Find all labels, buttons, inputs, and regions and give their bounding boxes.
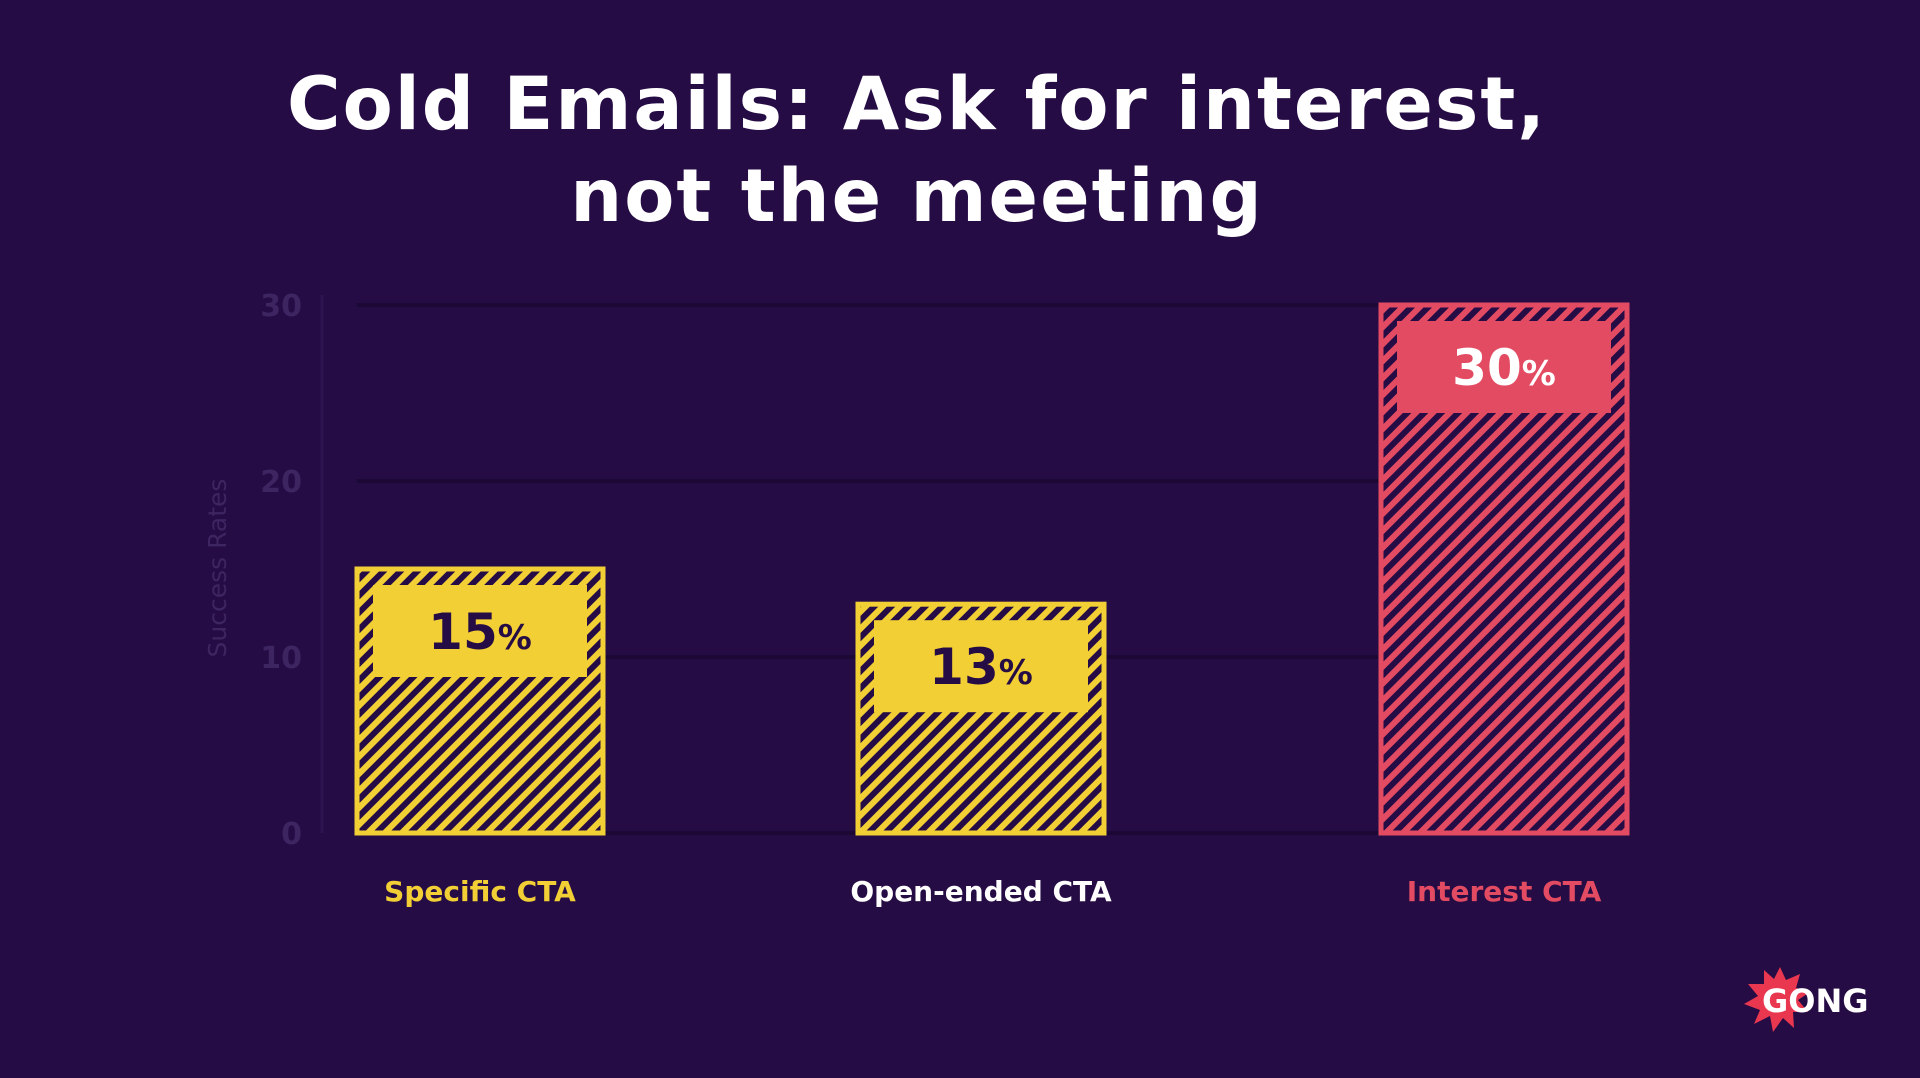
gong-logo: GONG [1744,967,1869,1032]
category-label: Interest CTA [1407,875,1602,908]
bar-open-ended-cta: 13% [855,601,1107,836]
y-tick-label: 30 [260,289,302,324]
chart-title-line-1: Cold Emails: Ask for interest, [287,62,1547,147]
bar-value-label: 13% [929,638,1033,696]
bar-interest-cta: 30% [1378,302,1630,836]
category-label: Open-ended CTA [850,875,1112,908]
y-tick-label: 20 [260,465,302,500]
category-label: Specific CTA [384,875,576,908]
y-tick-label: 0 [281,817,302,852]
logo-burst-icon [1744,967,1810,1032]
bar-value-box [1397,321,1611,413]
bar-value-label: 15% [428,603,532,661]
y-tick-label: 10 [260,641,302,676]
bar-value-label: 30% [1452,339,1556,397]
bar-specific-cta: 15% [354,566,606,836]
chart-title-line-2: not the meeting [570,154,1264,239]
logo-text: GONG [1762,982,1869,1020]
y-axis-label: Success Rates [203,479,232,658]
bar-value-box [373,585,587,677]
bar-value-box [874,620,1088,713]
